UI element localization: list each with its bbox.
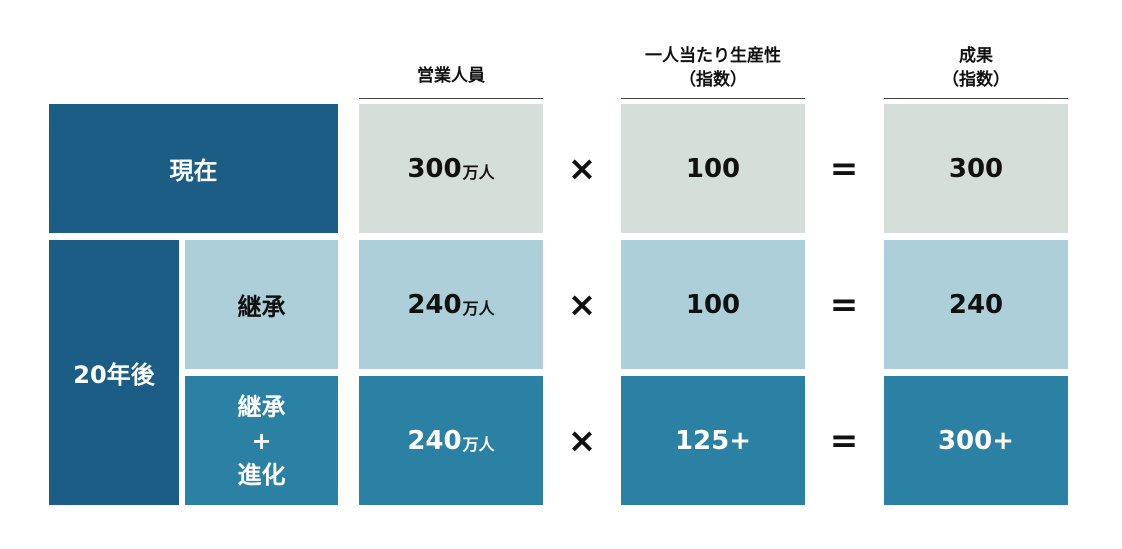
future-group-label-box: 20年後	[49, 240, 179, 505]
row-current-result-box: 300	[884, 104, 1068, 233]
row-evolve-label-line3: 進化	[237, 460, 286, 489]
row-evolve-result-box: 300+	[884, 376, 1068, 505]
row-evolve-label-line1: 継承	[237, 392, 286, 421]
row-inherit-result-value: 240	[948, 289, 1004, 320]
header-productivity-line2: （指数）	[679, 70, 747, 90]
header-productivity-line1: 一人当たり生産性	[645, 46, 781, 66]
header-productivity: 一人当たり生産性 （指数）	[621, 40, 805, 92]
row-inherit-label: 継承	[237, 293, 286, 321]
row-inherit-productivity-value: 100	[685, 289, 741, 320]
row-evolve-result-value: 300+	[937, 425, 1015, 456]
times-icon: ×	[567, 420, 597, 461]
header-result-line2: （指数）	[942, 70, 1010, 90]
row-inherit-label-box: 継承	[185, 240, 338, 369]
header-rule-productivity	[621, 98, 805, 99]
row-current-productivity-value: 100	[685, 153, 741, 184]
row-current-label-box: 現在	[49, 104, 338, 233]
row-current-result-value: 300	[948, 153, 1004, 184]
row-evolve-label-line2: +	[251, 426, 272, 455]
equals-icon: =	[829, 148, 859, 189]
row-current-staff-box: 300 万人	[359, 104, 543, 233]
row-evolve-staff-value: 240	[407, 425, 462, 456]
row-evolve-label-box: 継承 + 進化	[185, 376, 338, 505]
row-evolve-productivity-box: 125+	[621, 376, 805, 505]
equals-icon: =	[829, 420, 859, 461]
header-result-line1: 成果	[959, 46, 993, 66]
row-inherit-result-box: 240	[884, 240, 1068, 369]
row-evolve-times-operator: ×	[555, 376, 609, 505]
row-evolve-staff-unit: 万人	[462, 434, 495, 454]
row-inherit-times-operator: ×	[555, 240, 609, 369]
row-evolve-equals-operator: =	[817, 376, 871, 505]
future-group-label: 20年後	[73, 361, 155, 389]
row-current-label: 現在	[169, 157, 218, 185]
equals-icon: =	[829, 284, 859, 325]
row-current-equals-operator: =	[817, 104, 871, 233]
row-inherit-staff-unit: 万人	[462, 298, 495, 318]
row-inherit-staff-value: 240	[407, 289, 462, 320]
row-current-times-operator: ×	[555, 104, 609, 233]
row-inherit-equals-operator: =	[817, 240, 871, 369]
row-evolve-productivity-value: 125+	[674, 425, 752, 456]
header-rule-sales-staff	[359, 98, 543, 99]
row-current-staff-value: 300	[407, 153, 462, 184]
row-evolve-staff-box: 240 万人	[359, 376, 543, 505]
header-sales-staff: 営業人員	[359, 40, 543, 88]
header-result: 成果 （指数）	[884, 40, 1068, 92]
header-rule-result	[884, 98, 1068, 99]
row-inherit-staff-box: 240 万人	[359, 240, 543, 369]
row-current-productivity-box: 100	[621, 104, 805, 233]
row-current-staff-unit: 万人	[462, 162, 495, 182]
times-icon: ×	[567, 148, 597, 189]
times-icon: ×	[567, 284, 597, 325]
header-sales-staff-label: 営業人員	[417, 66, 485, 86]
row-inherit-productivity-box: 100	[621, 240, 805, 369]
